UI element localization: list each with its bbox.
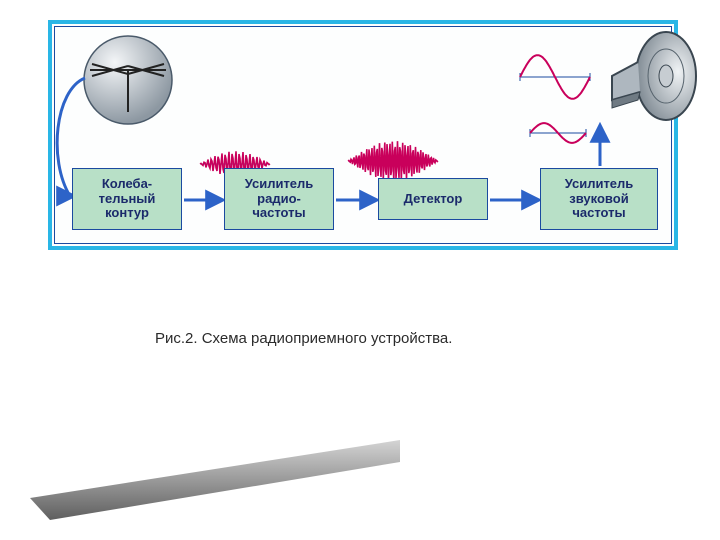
decor-wedge (0, 0, 720, 540)
diagram-canvas: { "figure": { "type": "flowchart", "capt… (0, 0, 720, 540)
